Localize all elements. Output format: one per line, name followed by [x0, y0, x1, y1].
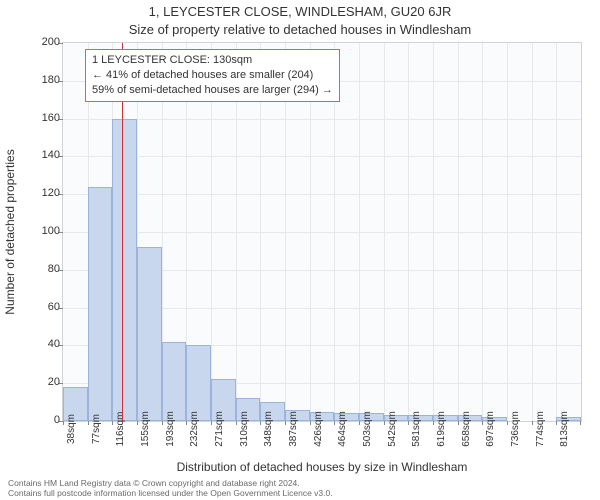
ytick-label: 180 — [10, 74, 60, 86]
xtick-label: 387sqm — [288, 411, 299, 447]
ytick-label: 40 — [10, 338, 60, 350]
xtick-mark — [408, 421, 409, 425]
gridline-h — [63, 156, 581, 157]
xtick-mark — [556, 421, 557, 425]
gridline-v — [556, 43, 557, 421]
xtick-mark — [260, 421, 261, 425]
xtick-label: 542sqm — [387, 411, 398, 447]
ytick-label: 0 — [10, 414, 60, 426]
xtick-mark — [88, 421, 89, 425]
annotation-box: 1 LEYCESTER CLOSE: 130sqm ← 41% of detac… — [85, 49, 340, 102]
xtick-label: 38sqm — [66, 414, 77, 444]
title-main: 1, LEYCESTER CLOSE, WINDLESHAM, GU20 6JR — [0, 4, 600, 19]
gridline-h — [63, 119, 581, 120]
xtick-mark — [433, 421, 434, 425]
annotation-line-1: 1 LEYCESTER CLOSE: 130sqm — [92, 53, 333, 68]
plot-area: 38sqm77sqm116sqm155sqm193sqm232sqm271sqm… — [62, 42, 582, 422]
ytick-label: 60 — [10, 301, 60, 313]
xtick-label: 774sqm — [535, 411, 546, 447]
xtick-mark — [137, 421, 138, 425]
xtick-label: 271sqm — [214, 411, 225, 447]
xtick-mark — [162, 421, 163, 425]
gridline-h — [63, 232, 581, 233]
gridline-v — [507, 43, 508, 421]
xtick-mark — [532, 421, 533, 425]
xtick-label: 736sqm — [510, 411, 521, 447]
title-sub: Size of property relative to detached ho… — [0, 22, 600, 37]
ytick-label: 160 — [10, 112, 60, 124]
xtick-label: 232sqm — [189, 411, 200, 447]
xtick-mark — [359, 421, 360, 425]
xtick-label: 464sqm — [337, 411, 348, 447]
xtick-label: 581sqm — [411, 411, 422, 447]
histogram-bar — [186, 345, 211, 421]
xtick-label: 77sqm — [91, 414, 102, 444]
xtick-label: 426sqm — [313, 411, 324, 447]
gridline-v — [359, 43, 360, 421]
xtick-mark — [458, 421, 459, 425]
gridline-v — [384, 43, 385, 421]
gridline-v — [433, 43, 434, 421]
gridline-h — [63, 194, 581, 195]
histogram-bar — [88, 187, 113, 421]
gridline-v — [532, 43, 533, 421]
xtick-label: 155sqm — [140, 411, 151, 447]
xtick-label: 348sqm — [263, 411, 274, 447]
xtick-mark — [285, 421, 286, 425]
xtick-mark — [507, 421, 508, 425]
xtick-mark — [211, 421, 212, 425]
xtick-label: 310sqm — [239, 411, 250, 447]
xtick-label: 503sqm — [362, 411, 373, 447]
xtick-mark — [334, 421, 335, 425]
xtick-mark — [482, 421, 483, 425]
histogram-bar — [162, 342, 187, 421]
footer-attribution: Contains HM Land Registry data © Crown c… — [8, 478, 333, 498]
chart-container: 1, LEYCESTER CLOSE, WINDLESHAM, GU20 6JR… — [0, 0, 600, 500]
xtick-mark — [186, 421, 187, 425]
histogram-bar — [112, 119, 137, 421]
xtick-mark — [112, 421, 113, 425]
x-axis-label: Distribution of detached houses by size … — [62, 460, 582, 474]
xtick-label: 658sqm — [461, 411, 472, 447]
ytick-label: 140 — [10, 149, 60, 161]
footer-line-2: Contains full postcode information licen… — [8, 488, 333, 498]
ytick-label: 80 — [10, 263, 60, 275]
xtick-label: 619sqm — [436, 411, 447, 447]
xtick-mark — [580, 421, 581, 425]
gridline-v — [408, 43, 409, 421]
xtick-label: 697sqm — [485, 411, 496, 447]
footer-line-1: Contains HM Land Registry data © Crown c… — [8, 478, 333, 488]
ytick-label: 120 — [10, 187, 60, 199]
annotation-line-3: 59% of semi-detached houses are larger (… — [92, 83, 333, 98]
ytick-label: 20 — [10, 376, 60, 388]
histogram-bar — [137, 247, 162, 421]
annotation-line-2: ← 41% of detached houses are smaller (20… — [92, 68, 333, 83]
xtick-mark — [384, 421, 385, 425]
xtick-mark — [236, 421, 237, 425]
ytick-label: 200 — [10, 36, 60, 48]
xtick-mark — [310, 421, 311, 425]
xtick-label: 813sqm — [559, 411, 570, 447]
gridline-v — [458, 43, 459, 421]
gridline-v — [482, 43, 483, 421]
xtick-mark — [63, 421, 64, 425]
ytick-label: 100 — [10, 225, 60, 237]
xtick-label: 193sqm — [165, 411, 176, 447]
